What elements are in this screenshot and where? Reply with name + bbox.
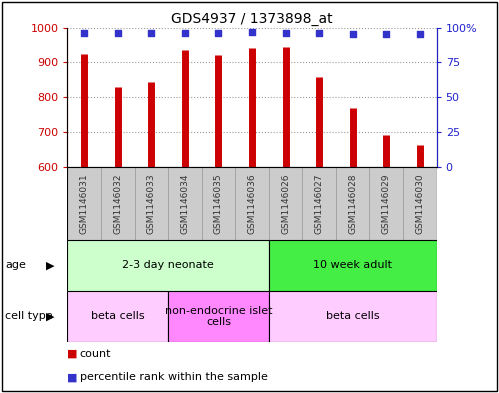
Bar xyxy=(135,167,168,240)
Point xyxy=(181,30,189,36)
Text: non-endocrine islet
cells: non-endocrine islet cells xyxy=(165,306,272,327)
Text: ▶: ▶ xyxy=(45,260,54,270)
Point xyxy=(215,30,223,36)
Point xyxy=(147,30,155,36)
Text: GSM1146028: GSM1146028 xyxy=(348,173,357,233)
Point xyxy=(416,31,424,38)
Text: GSM1146034: GSM1146034 xyxy=(180,173,189,233)
Text: percentile rank within the sample: percentile rank within the sample xyxy=(80,372,268,382)
Text: beta cells: beta cells xyxy=(91,311,145,321)
Bar xyxy=(269,167,302,240)
Bar xyxy=(67,240,269,291)
Text: count: count xyxy=(80,349,111,359)
Point xyxy=(80,30,88,36)
Text: GSM1146036: GSM1146036 xyxy=(248,173,256,234)
Text: ■: ■ xyxy=(67,349,78,359)
Text: GSM1146027: GSM1146027 xyxy=(315,173,324,233)
Title: GDS4937 / 1373898_at: GDS4937 / 1373898_at xyxy=(171,13,333,26)
Bar xyxy=(101,167,135,240)
Text: 10 week adult: 10 week adult xyxy=(313,260,392,270)
Text: GSM1146035: GSM1146035 xyxy=(214,173,223,234)
Text: ▶: ▶ xyxy=(45,311,54,321)
Point xyxy=(315,30,323,36)
Bar xyxy=(235,167,269,240)
Text: GSM1146029: GSM1146029 xyxy=(382,173,391,233)
Text: cell type: cell type xyxy=(5,311,52,321)
Point xyxy=(382,31,390,38)
Bar xyxy=(336,167,369,240)
Bar xyxy=(67,167,101,240)
Point xyxy=(349,31,357,38)
Bar xyxy=(369,167,403,240)
Point xyxy=(281,30,289,36)
Bar xyxy=(168,291,269,342)
Bar xyxy=(168,167,202,240)
Text: GSM1146030: GSM1146030 xyxy=(415,173,424,234)
Text: beta cells: beta cells xyxy=(326,311,380,321)
Text: GSM1146031: GSM1146031 xyxy=(80,173,89,234)
Point xyxy=(248,29,256,35)
Point xyxy=(114,30,122,36)
Text: GSM1146032: GSM1146032 xyxy=(113,173,122,233)
Bar xyxy=(269,240,437,291)
Bar xyxy=(202,167,235,240)
Text: GSM1146026: GSM1146026 xyxy=(281,173,290,233)
Bar xyxy=(403,167,437,240)
Bar xyxy=(302,167,336,240)
Text: ■: ■ xyxy=(67,372,78,382)
Text: age: age xyxy=(5,260,26,270)
Bar xyxy=(269,291,437,342)
Text: 2-3 day neonate: 2-3 day neonate xyxy=(122,260,214,270)
Text: GSM1146033: GSM1146033 xyxy=(147,173,156,234)
Bar xyxy=(67,291,168,342)
